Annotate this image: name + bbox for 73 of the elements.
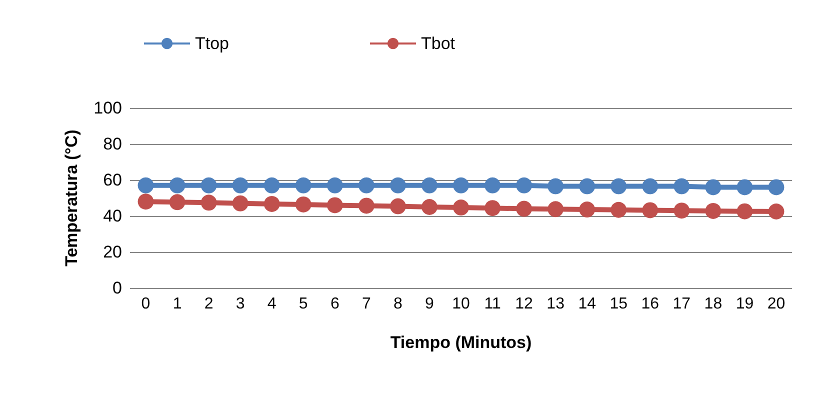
x-tick-label: 13 — [546, 296, 565, 312]
point — [642, 202, 658, 218]
point — [169, 177, 186, 194]
point — [768, 179, 784, 196]
point — [610, 178, 627, 194]
x-tick-label: 10 — [452, 296, 470, 312]
x-tick-label: 3 — [236, 296, 245, 312]
x-tick-label: 6 — [330, 296, 340, 312]
point — [548, 201, 564, 218]
x-tick-label: 17 — [672, 296, 691, 312]
point — [548, 178, 564, 194]
y-tick-label: 80 — [103, 134, 122, 154]
x-axis-title: Tiempo (Minutos) — [390, 333, 532, 352]
point — [264, 177, 280, 194]
point — [453, 200, 469, 216]
y-axis-title: Temperatura (°C) — [62, 130, 81, 266]
point — [390, 177, 406, 194]
point — [516, 177, 532, 194]
y-tick-label: 60 — [103, 170, 122, 190]
point — [358, 198, 374, 214]
point — [421, 199, 438, 215]
legend-label: Ttop — [195, 34, 230, 53]
x-tick-label: 11 — [484, 296, 501, 312]
x-tick-label: 8 — [394, 296, 402, 312]
point — [484, 177, 501, 194]
x-tick-label: 14 — [578, 296, 596, 312]
point — [200, 177, 217, 194]
x-tick-label: 12 — [515, 296, 534, 312]
point — [264, 196, 280, 212]
point — [326, 197, 343, 214]
x-tick-label: 15 — [610, 296, 628, 312]
point — [705, 202, 722, 219]
point — [516, 200, 532, 217]
point — [674, 178, 690, 194]
point — [736, 179, 753, 196]
point — [200, 194, 217, 211]
y-tick-label: 40 — [103, 206, 122, 226]
x-tick-label: 4 — [267, 296, 276, 312]
y-tick-label: 20 — [103, 242, 122, 262]
x-tick-label: 9 — [425, 296, 434, 312]
y-tick-label: 100 — [94, 98, 122, 118]
point — [484, 200, 501, 216]
point — [705, 179, 722, 196]
point — [674, 202, 690, 219]
point — [736, 203, 753, 220]
point — [768, 204, 784, 220]
point — [295, 177, 312, 194]
x-tick-label: 0 — [141, 296, 150, 312]
point — [453, 177, 469, 194]
point — [421, 177, 438, 194]
point — [138, 177, 154, 194]
x-tick-label: 2 — [204, 296, 214, 312]
x-tick-label: 19 — [736, 296, 754, 312]
point — [138, 194, 154, 210]
x-tick-label: 16 — [641, 296, 660, 312]
y-tick-label: 0 — [112, 278, 122, 298]
x-tick-label: 1 — [172, 296, 182, 312]
point — [390, 198, 406, 214]
x-tick-label: 18 — [704, 296, 722, 312]
point — [295, 196, 312, 212]
point — [232, 177, 248, 194]
point — [169, 194, 186, 210]
point — [232, 195, 248, 212]
point — [579, 178, 596, 194]
legend-label: Tbot — [421, 34, 456, 53]
point — [579, 202, 596, 218]
x-tick-label: 5 — [298, 296, 308, 312]
point — [610, 202, 627, 218]
x-tick-label: 7 — [362, 296, 371, 312]
point — [642, 178, 658, 194]
point — [326, 177, 343, 194]
point — [358, 177, 374, 194]
x-tick-label: 20 — [767, 296, 786, 312]
